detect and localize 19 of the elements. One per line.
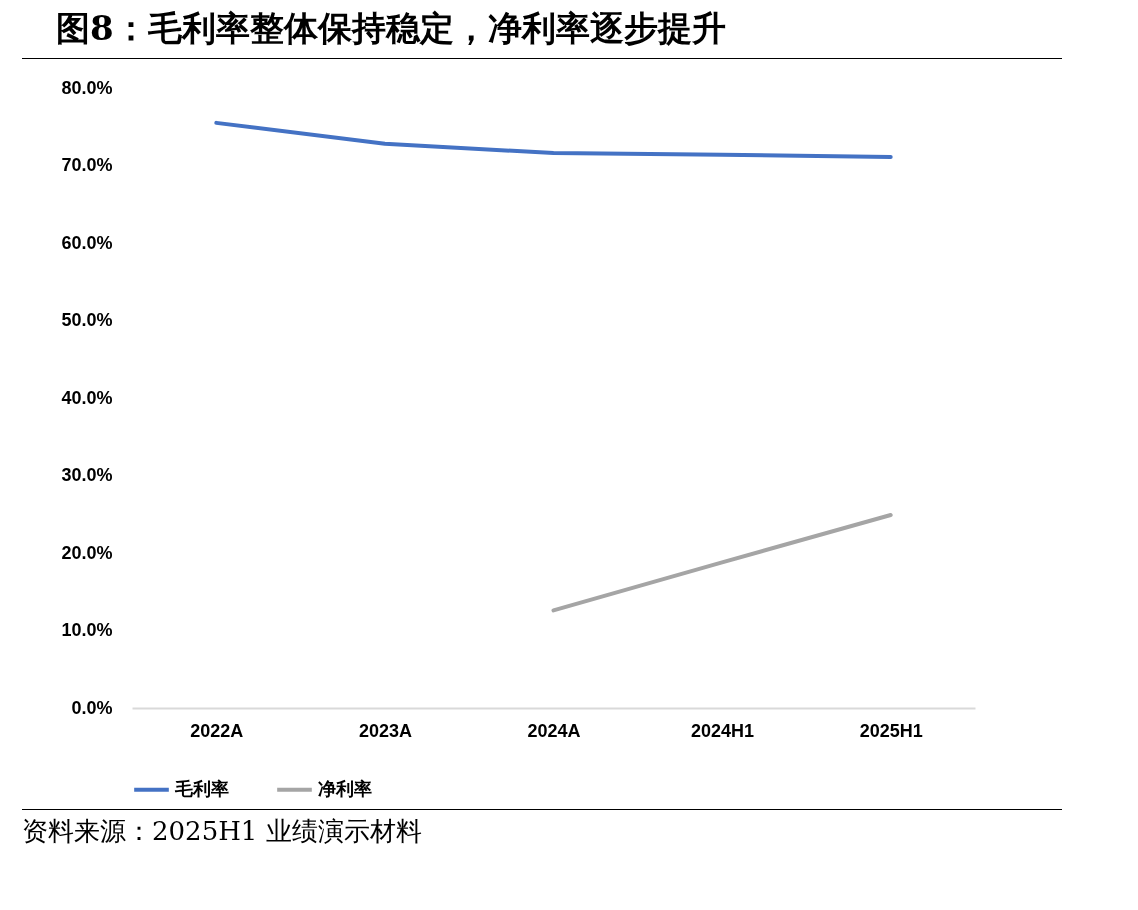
x-tick-label: 2022A [190,720,244,741]
line-series [214,120,893,159]
y-tick-label: 50.0% [61,310,113,330]
x-tick-label: 2025H1 [859,720,923,741]
y-tick-label: 70.0% [61,155,113,175]
y-tick-label: 40.0% [61,387,113,408]
chart-title: 图8：毛利率整体保持稳定，净利率逐步提升 [22,6,1062,59]
y-tick-label: 60.0% [61,232,113,253]
y-tick-label: 30.0% [61,465,113,485]
legend-label: 毛利率 [174,778,229,799]
y-tick-label: 0.0% [71,697,113,718]
x-tick-label: 2024A [527,720,581,741]
y-tick-label: 10.0% [61,620,113,640]
y-tick-label: 80.0% [61,77,113,98]
x-tick-label: 2023A [358,720,412,741]
x-tick-label: 2024H1 [691,720,755,741]
text: 资料来源：2025H1 业绩演示材料 [22,809,1062,849]
y-tick-label: 20.0% [61,542,113,563]
legend-label: 净利率 [318,778,372,799]
